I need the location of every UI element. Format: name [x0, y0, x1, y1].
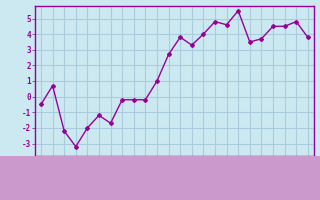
X-axis label: Windchill (Refroidissement éolien,°C): Windchill (Refroidissement éolien,°C): [82, 169, 267, 178]
